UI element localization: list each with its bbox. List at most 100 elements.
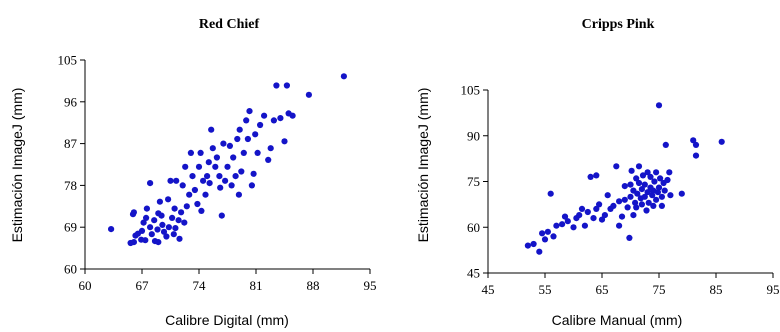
scatter-point (718, 138, 725, 145)
scatter-point (616, 198, 623, 205)
scatter-point (678, 190, 685, 197)
scatter-point (228, 182, 235, 189)
scatter-point (148, 231, 155, 238)
scatter-point (524, 242, 532, 249)
scatter-point (173, 177, 180, 184)
scatter-point (598, 216, 606, 223)
scatter-point (159, 221, 166, 228)
scatter-point (158, 212, 165, 219)
x-tick-label: 85 (710, 282, 723, 297)
y-tick-label: 60 (467, 220, 480, 235)
scatter-point (650, 202, 657, 209)
x-tick-label: 55 (539, 282, 552, 297)
scatter-point (130, 239, 137, 246)
scatter-point (273, 82, 280, 89)
scatter-point (147, 224, 154, 231)
scatter-point (244, 135, 251, 143)
scatter-point (621, 183, 628, 190)
scatter-point (601, 212, 609, 219)
scatter-point (143, 205, 150, 212)
scatter-point (643, 207, 650, 214)
scatter-point (630, 212, 637, 219)
scatter-point (197, 149, 204, 156)
scatter-point (635, 179, 643, 187)
scatter-point (584, 208, 591, 216)
scatter-point (305, 91, 312, 98)
scatter-point (690, 137, 697, 144)
scatter-point (634, 190, 641, 197)
scatter-point (248, 182, 255, 189)
y-tick-label: 105 (58, 53, 78, 68)
scatter-point (213, 154, 220, 161)
scatter-point (641, 181, 648, 188)
x-axis-label: Calibre Digital (mm) (165, 312, 289, 328)
scatter-point (232, 173, 239, 180)
scatter-point (238, 168, 245, 175)
scatter-point (639, 172, 647, 179)
x-tick-label: 74 (193, 278, 207, 293)
scatter-point (261, 112, 268, 119)
scatter-point (138, 227, 146, 234)
scatter-point (189, 173, 196, 180)
scatter-point (222, 177, 229, 184)
scatter-point (250, 170, 257, 177)
scatter-point (235, 191, 242, 198)
scatter-point (170, 231, 177, 238)
scatter-point (167, 177, 174, 184)
scatter-point (160, 228, 168, 235)
scatter-point (194, 200, 201, 208)
x-tick-label: 88 (307, 278, 320, 293)
scatter-point (234, 135, 241, 143)
scatter-point (613, 163, 620, 170)
x-tick-label: 60 (79, 278, 92, 293)
scatter-point (243, 117, 250, 124)
chart-red-chief: Red Chief Calibre Digital (mm) Estimació… (9, 17, 377, 328)
scatter-point (581, 222, 589, 229)
scatter-point (283, 82, 290, 89)
scatter-point (662, 141, 669, 148)
y-tick-label: 60 (64, 262, 77, 277)
x-tick-label: 95 (364, 278, 377, 293)
scatter-point (198, 207, 205, 214)
scatter-point (593, 205, 600, 212)
scatter-point (230, 154, 237, 161)
scatter-point (224, 163, 231, 170)
scatter-point (647, 173, 654, 180)
scatter-point (692, 152, 700, 159)
scatter-point (616, 222, 623, 229)
scatter-point (644, 169, 651, 176)
x-tick-label: 75 (653, 282, 666, 297)
scatter-point (587, 173, 594, 180)
scatter-point (165, 196, 172, 203)
scatter-point (626, 234, 633, 241)
scatter-point (208, 126, 215, 133)
scatter-point (621, 196, 628, 203)
scatter-point (202, 191, 209, 198)
scatter-point (226, 142, 233, 149)
scatter-point (604, 192, 611, 199)
scatter-point (281, 138, 288, 145)
scatter-point (172, 225, 179, 232)
scatter-point (653, 196, 660, 203)
x-tick-label: 81 (250, 278, 263, 293)
scatter-point (212, 163, 219, 170)
scatter-point (270, 117, 277, 124)
scatter-point (570, 224, 577, 231)
scatter-point (143, 214, 150, 221)
scatter-point (154, 226, 161, 233)
scatter-point (564, 218, 571, 225)
scatter-point (657, 175, 664, 182)
scatter-point (182, 163, 189, 170)
x-tick-label: 95 (767, 282, 780, 297)
scatter-point (666, 169, 673, 176)
scatter-point (265, 156, 272, 163)
scatter-point (539, 230, 546, 237)
scatter-point (252, 131, 259, 138)
y-tick-label: 96 (64, 94, 78, 109)
scatter-point (147, 180, 154, 187)
scatter-point (627, 193, 634, 200)
scatter-point (240, 149, 247, 156)
y-tick-label: 75 (467, 174, 480, 189)
scatter-point (289, 112, 296, 119)
